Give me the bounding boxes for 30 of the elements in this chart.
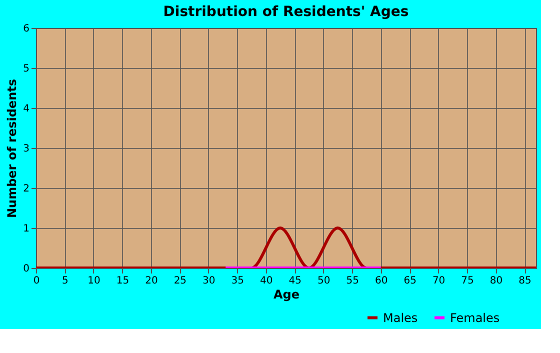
y-axis-title: Number of residents bbox=[5, 78, 20, 218]
x-tick-label: 70 bbox=[432, 276, 446, 286]
y-tick-label: 6 bbox=[23, 24, 30, 34]
x-tick-label: 85 bbox=[518, 276, 532, 286]
y-tick-label: 0 bbox=[23, 264, 30, 274]
x-tick-label: 20 bbox=[145, 276, 158, 286]
x-tick-label: 35 bbox=[231, 276, 244, 286]
y-tick-label: 1 bbox=[23, 224, 30, 234]
x-tick-label: 80 bbox=[490, 276, 503, 286]
legend-label: Males bbox=[383, 310, 418, 325]
y-tick-label: 4 bbox=[23, 104, 30, 114]
y-tick-label: 3 bbox=[23, 144, 30, 154]
x-tick-label: 25 bbox=[174, 276, 187, 286]
legend-label: Females bbox=[450, 310, 500, 325]
x-axis-title: Age bbox=[273, 288, 300, 302]
x-tick-label: 45 bbox=[288, 276, 302, 286]
y-tick-label: 2 bbox=[23, 184, 30, 194]
x-tick-label: 30 bbox=[202, 276, 216, 286]
x-tick-label: 75 bbox=[461, 276, 474, 286]
x-tick-label: 60 bbox=[374, 276, 388, 286]
y-tick-label: 5 bbox=[23, 64, 30, 74]
x-tick-label: 65 bbox=[404, 276, 416, 286]
x-tick-label: 15 bbox=[116, 276, 130, 286]
x-tick-label: 10 bbox=[88, 276, 100, 286]
x-tick-label: 55 bbox=[346, 276, 359, 286]
chart-title: Distribution of Residents' Ages bbox=[163, 4, 409, 20]
x-tick-label: 50 bbox=[317, 276, 330, 286]
x-tick-label: 40 bbox=[260, 276, 273, 286]
x-tick-label: 5 bbox=[62, 276, 68, 286]
x-tick-label: 0 bbox=[33, 276, 40, 286]
